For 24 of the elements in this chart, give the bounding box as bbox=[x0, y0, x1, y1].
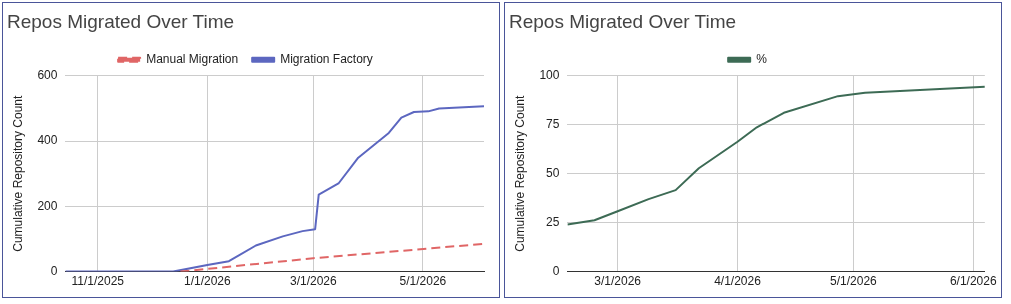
x-tick-label: 5/1/2026 bbox=[830, 274, 878, 289]
legend-label: % bbox=[756, 52, 768, 67]
x-tick-label: 3/1/2026 bbox=[289, 274, 338, 289]
chart-title: Repos Migrated Over Time bbox=[7, 10, 235, 32]
x-tick-label: 1/1/2026 bbox=[183, 274, 232, 289]
x-tick-label: 3/1/2026 bbox=[594, 274, 642, 289]
y-tick-label: 400 bbox=[37, 133, 58, 148]
x-tick-label: 6/1/2026 bbox=[949, 274, 997, 289]
y-tick-label: 200 bbox=[37, 198, 58, 213]
legend-label: Manual Migration bbox=[146, 52, 239, 67]
y-axis-title: Cumulative Repository Count bbox=[10, 95, 25, 252]
x-tick-label: 4/1/2026 bbox=[714, 274, 762, 289]
y-tick-label: 75 bbox=[546, 117, 560, 132]
y-tick-label: 0 bbox=[552, 263, 560, 278]
y-axis-title: Cumulative Repository Count bbox=[512, 95, 527, 252]
y-tick-label: 100 bbox=[539, 68, 560, 83]
y-tick-label: 600 bbox=[37, 68, 58, 83]
x-tick-label: 11/1/2025 bbox=[71, 274, 125, 289]
legend-label: Migration Factory bbox=[280, 52, 373, 67]
y-tick-label: 25 bbox=[546, 214, 560, 229]
x-tick-label: 5/1/2026 bbox=[399, 274, 447, 289]
y-tick-label: 50 bbox=[546, 166, 560, 181]
chart-title: Repos Migrated Over Time bbox=[509, 10, 737, 32]
y-tick-label: 0 bbox=[50, 263, 58, 278]
